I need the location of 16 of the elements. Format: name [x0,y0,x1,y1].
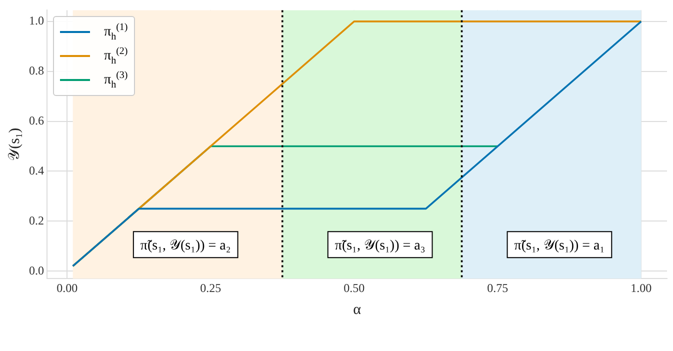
band-label: π̃(s₁, 𝒴(s₁)) = a₁ [514,238,605,254]
y-tick-label: 1.0 [29,14,44,28]
y-tick-label: 0.8 [29,64,44,78]
band-label: π̃(s₁, 𝒴(s₁)) = a₃ [334,238,426,254]
x-tick-label: 0.75 [487,280,508,295]
y-tick-label: 0.2 [29,213,44,228]
y-tick-label: 0.0 [29,263,44,278]
x-tick-label: 1.00 [630,280,652,295]
band-label: π̃(s₁, 𝒴(s₁)) = a₂ [140,238,231,254]
x-tick-label: 0.25 [200,280,222,295]
y-tick-label: 0.4 [29,163,44,178]
x-axis-title: α [353,302,362,318]
x-tick-label: 0.50 [344,280,365,295]
x-tick-label: 0.00 [56,280,78,295]
y-axis-title: 𝒴(s₁) [6,128,23,161]
y-tick-label: 0.6 [29,113,44,128]
